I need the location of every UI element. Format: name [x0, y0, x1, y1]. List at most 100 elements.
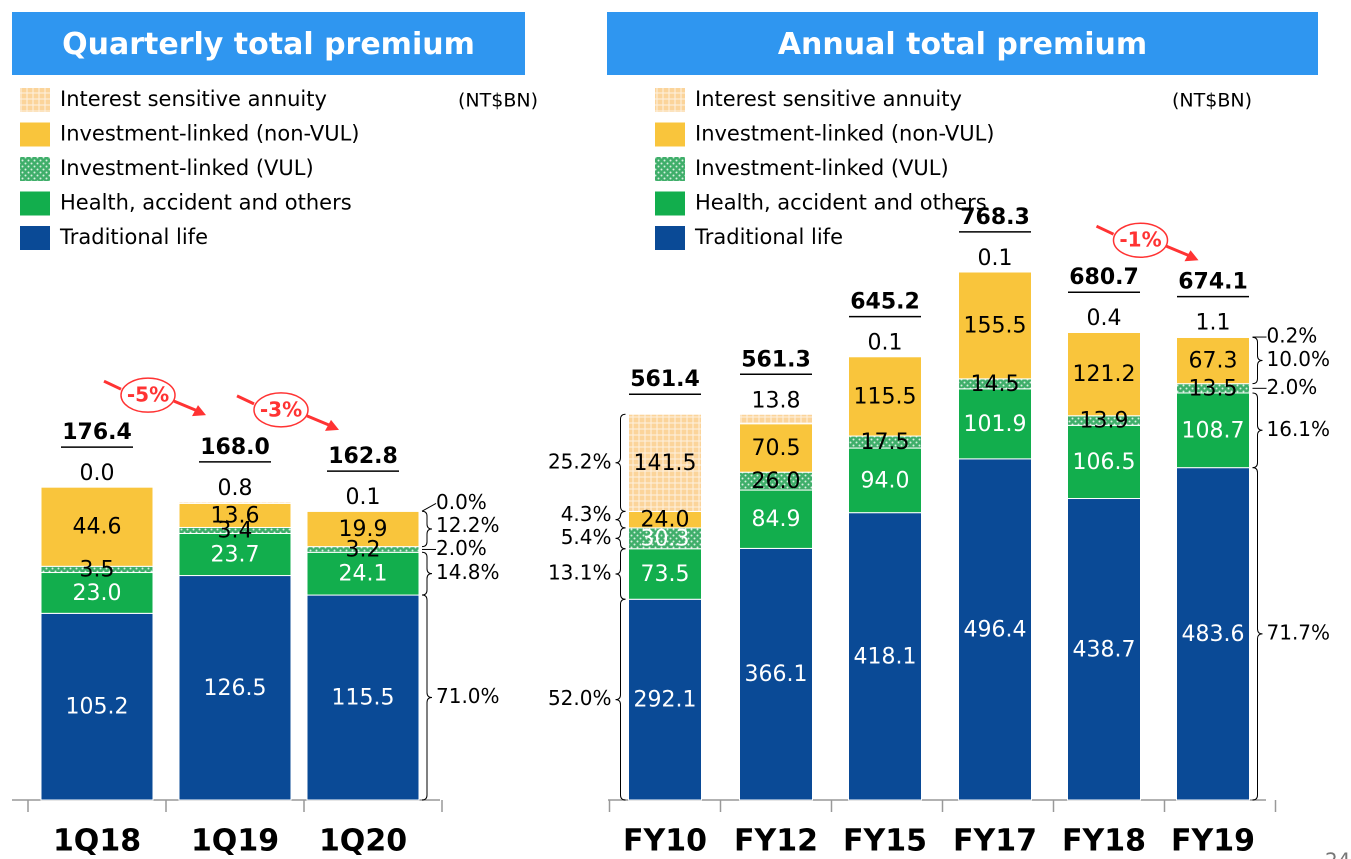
- total-label: 561.3: [741, 347, 811, 372]
- value-label: 84.9: [752, 507, 801, 532]
- value-label: 24.0: [641, 508, 690, 533]
- legend-swatch: [20, 122, 50, 147]
- annotation-ring: [1112, 222, 1169, 258]
- value-label: 101.9: [964, 412, 1027, 437]
- bar-segment: [848, 356, 922, 437]
- annotation-arrow: [1165, 244, 1192, 258]
- page-number: 24: [1325, 849, 1350, 859]
- legend-swatch: [655, 191, 685, 216]
- value-label: 0.0: [80, 461, 115, 486]
- share-brace: [421, 594, 433, 801]
- value-label: 19.9: [339, 517, 388, 542]
- value-label: 108.7: [1182, 418, 1245, 443]
- total-label: 168.0: [200, 435, 270, 460]
- share-label: 2.0%: [436, 536, 487, 560]
- legend-swatch: [20, 157, 50, 181]
- annotation-arrow: [173, 399, 199, 413]
- bar-segment: [739, 423, 813, 473]
- annotation-tail: [236, 394, 255, 406]
- bar-segment: [1176, 467, 1250, 801]
- title-banner: [607, 12, 1318, 75]
- value-label: 13.5: [1189, 376, 1238, 401]
- share-label: 0.2%: [1267, 324, 1318, 348]
- bar-segment: [848, 447, 922, 514]
- unit-label: (NT$BN): [458, 90, 538, 112]
- x-tick-label: FY10: [623, 824, 707, 859]
- bar-segment: [178, 501, 292, 504]
- legend-swatch: [20, 191, 50, 216]
- value-label: 115.5: [854, 384, 917, 409]
- legend-label: Interest sensitive annuity: [60, 87, 327, 111]
- bar-segment: [1176, 336, 1250, 338]
- total-label: 674.1: [1178, 270, 1248, 295]
- share-label: 71.0%: [436, 684, 500, 708]
- total-label: 645.2: [850, 290, 920, 315]
- x-tick-label: FY19: [1171, 824, 1255, 859]
- value-label: 115.5: [332, 686, 395, 711]
- share-brace: [1252, 336, 1263, 385]
- value-label: 141.5: [634, 451, 697, 476]
- total-label: 768.3: [960, 205, 1030, 230]
- share-label: 10.0%: [1267, 347, 1331, 371]
- bar-segment: [739, 413, 813, 425]
- value-label: 1.1: [1196, 311, 1231, 336]
- bar-segment: [1067, 498, 1141, 801]
- share-label: 13.1%: [548, 561, 612, 585]
- value-label: 24.1: [339, 562, 388, 587]
- annotation-arrowhead: [1184, 250, 1199, 262]
- share-label: 2.0%: [1267, 375, 1318, 399]
- bar-segment: [1067, 424, 1141, 500]
- value-label: 23.0: [73, 581, 122, 606]
- value-label: 13.6: [211, 503, 260, 528]
- bar-segment: [1176, 336, 1250, 385]
- x-tick-label: FY15: [843, 824, 927, 859]
- share-label: 16.1%: [1267, 417, 1331, 441]
- legend-label: Health, accident and others: [60, 191, 352, 215]
- value-label: 0.8: [218, 476, 253, 501]
- share-brace: [615, 510, 626, 529]
- value-label: 438.7: [1073, 637, 1136, 662]
- value-label: 3.4: [218, 518, 253, 543]
- legend-label: Interest sensitive annuity: [695, 87, 962, 111]
- value-label: 3.5: [80, 557, 115, 582]
- x-tick-label: 1Q19: [191, 824, 279, 859]
- chart-title: Annual total premium: [778, 27, 1147, 62]
- value-label: 0.1: [346, 485, 381, 510]
- value-label: 44.6: [73, 515, 122, 540]
- bar-segment: [40, 612, 154, 801]
- value-label: 13.8: [752, 388, 801, 413]
- bar-segment: [628, 413, 702, 512]
- legend-label: Investment-linked (non-VUL): [60, 122, 359, 146]
- value-label: 496.4: [964, 617, 1027, 642]
- share-label: 0.0%: [436, 490, 487, 514]
- x-tick-label: FY18: [1062, 824, 1146, 859]
- legend-label: Investment-linked (VUL): [695, 156, 949, 180]
- legend-label: Investment-linked (VUL): [60, 156, 314, 180]
- total-label: 176.4: [62, 420, 132, 445]
- annotation-arrow: [306, 414, 332, 428]
- value-label: 94.0: [861, 468, 910, 493]
- bar-segment: [306, 551, 420, 596]
- share-label: 14.8%: [436, 560, 500, 584]
- legend-swatch: [655, 157, 685, 181]
- value-label: 67.3: [1189, 349, 1238, 374]
- share-label: 71.7%: [1267, 620, 1331, 644]
- value-label: 30.3: [641, 526, 690, 551]
- annotation-label: -5%: [127, 383, 169, 407]
- x-tick-label: 1Q20: [319, 824, 407, 859]
- x-tick-label: FY17: [953, 824, 1037, 859]
- bar-segment: [306, 510, 420, 548]
- share-brace: [421, 551, 433, 596]
- bar-segment: [958, 271, 1032, 380]
- value-label: 106.5: [1073, 450, 1136, 475]
- legend-label: Investment-linked (non-VUL): [695, 122, 994, 146]
- annotation-ring: [253, 392, 309, 428]
- share-label: 5.4%: [561, 525, 612, 549]
- annotation-ring: [120, 377, 176, 413]
- total-label: 561.4: [630, 367, 700, 392]
- share-brace: [615, 548, 626, 600]
- share-brace: [615, 413, 626, 512]
- bar-segment: [40, 486, 154, 567]
- share-label: 52.0%: [548, 686, 612, 710]
